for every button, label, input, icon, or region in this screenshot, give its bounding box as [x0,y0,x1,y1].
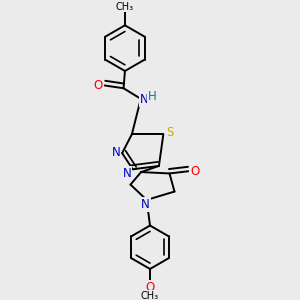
Text: N: N [140,93,148,106]
Text: O: O [190,165,199,178]
Text: N: N [123,167,131,180]
Text: CH₃: CH₃ [116,2,134,12]
Text: CH₃: CH₃ [141,291,159,300]
Text: H: H [148,90,157,103]
Text: N: N [112,146,120,159]
Text: N: N [141,198,150,211]
Text: O: O [146,280,154,294]
Text: S: S [166,126,173,139]
Text: O: O [94,79,103,92]
